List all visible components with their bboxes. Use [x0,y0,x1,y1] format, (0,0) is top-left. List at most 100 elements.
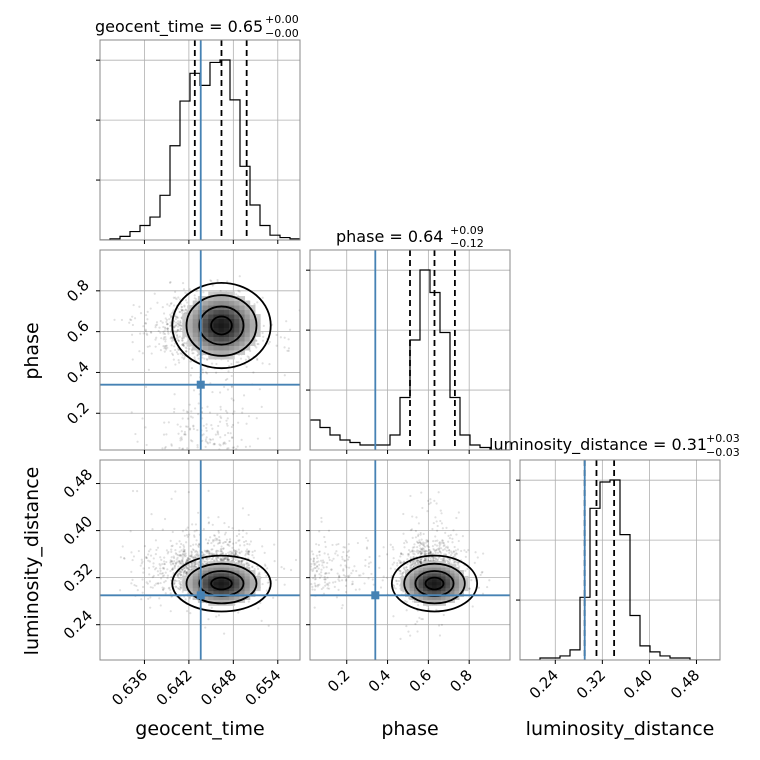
density-cell [208,575,214,580]
scatter-point [456,548,460,551]
scatter-point [244,445,247,448]
density-cell [187,305,194,311]
density-cell [454,572,460,577]
scatter-point [457,511,460,514]
scatter-point [196,428,199,432]
scatter-point [420,548,423,551]
scatter-point [209,552,212,555]
scatter-point [336,572,339,575]
scatter-point [176,328,180,331]
scatter-point [178,329,181,332]
scatter-point [159,572,162,575]
scatter-point [399,569,402,573]
density-cell [418,581,424,586]
scatter-point [193,535,196,539]
scatter-point [464,569,467,572]
scatter-point [178,572,181,575]
scatter-point [190,565,193,568]
scatter-point [331,543,334,547]
density-cell [423,572,429,577]
scatter-point [169,560,172,563]
scatter-point [417,549,420,553]
scatter-point [443,558,446,561]
scatter-point [242,540,246,544]
density-cell [458,584,464,589]
scatter-point [403,599,407,603]
scatter-point [323,575,326,578]
scatter-point [410,550,414,553]
density-cell [203,305,209,311]
scatter-point [226,556,229,559]
scatter-point [251,565,254,568]
scatter-point [429,498,432,501]
scatter-point [208,557,211,560]
scatter-point [337,542,340,546]
scatter-point [194,561,197,564]
scatter-point [147,559,150,562]
scatter-point [419,558,423,561]
scatter-point [287,338,290,341]
scatter-point [174,315,177,318]
scatter-point [182,562,185,565]
scatter-point [419,552,423,555]
scatter-point [222,443,225,446]
scatter-point [149,586,152,589]
scatter-point [188,597,191,600]
density-cell [203,570,209,574]
scatter-point [355,569,358,573]
scatter-point [151,586,154,589]
scatter-point [438,549,441,552]
density-cell [187,327,194,333]
scatter-point [146,333,149,336]
density-cell [203,587,209,592]
scatter-point [435,549,438,552]
scatter-point [145,581,148,584]
scatter-point [312,553,315,556]
density-cell [218,309,225,315]
scatter-point [448,558,451,561]
density-cell [418,570,424,574]
scatter-point [203,357,206,360]
scatter-point [248,543,251,546]
scatter-point [313,606,316,609]
scatter-point [218,420,222,423]
scatter-point [323,578,326,581]
density-cell [409,572,415,577]
scatter-point [183,571,186,575]
scatter-point [385,553,389,556]
scatter-point [152,574,155,577]
scatter-point [343,546,347,549]
density-cell [234,584,240,589]
density-cell [223,599,230,603]
scatter-point [423,552,427,555]
scatter-point [221,559,225,562]
scatter-point [163,563,166,566]
density-cell [405,578,411,583]
scatter-point [321,559,325,562]
scatter-point [217,433,220,436]
scatter-point [204,560,207,563]
density-cell [454,590,460,595]
scatter-point [202,291,205,294]
scatter-point [171,566,175,570]
scatter-point [350,583,354,586]
scatter-point [237,560,241,563]
scatter-point [207,521,211,524]
scatter-point [166,574,169,577]
scatter-point [177,339,180,342]
scatter-point [241,507,245,510]
scatter-point [464,555,467,558]
scatter-point [177,322,180,325]
scatter-point [184,291,187,294]
scatter-point [173,560,176,563]
scatter-point [421,543,424,546]
scatter-point [247,415,251,418]
scatter-point [341,555,344,559]
scatter-point [418,541,422,544]
scatter-point [326,561,329,565]
density-cell [244,318,251,324]
scatter-point [234,553,238,556]
density-cell [213,564,220,568]
scatter-point [427,559,430,562]
scatter-point [181,568,184,572]
